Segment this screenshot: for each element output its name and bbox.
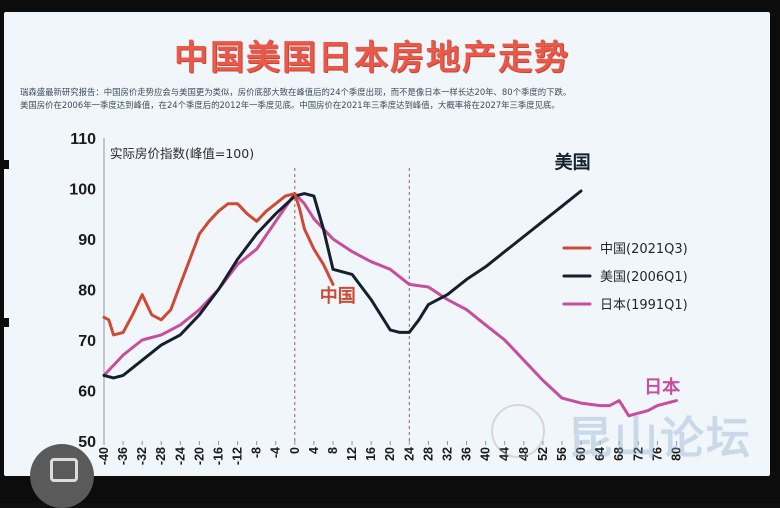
y-tick-label: 80 — [78, 283, 96, 300]
y-tick-label: 100 — [69, 182, 96, 199]
x-tick-label: 8 — [326, 447, 340, 454]
watermark: 昆山论坛 — [568, 413, 752, 464]
frame-notch — [112, 0, 121, 9]
x-tick-label: 64 — [593, 447, 607, 461]
x-tick-label: 4 — [307, 447, 321, 454]
x-tick-label: 24 — [402, 447, 416, 461]
y-tick-label: 110 — [70, 131, 96, 148]
x-tick-label: 72 — [631, 447, 645, 461]
x-tick-label: 80 — [669, 447, 683, 461]
y-tick-label: 70 — [78, 333, 96, 350]
series-end-label: 中国 — [320, 285, 356, 307]
x-tick-label: 12 — [345, 447, 359, 461]
legend-label: 美国(2006Q1) — [600, 270, 688, 285]
legend-label: 中国(2021Q3) — [600, 242, 688, 257]
frame-notch — [771, 318, 780, 327]
x-tick-label: 52 — [536, 447, 550, 461]
series-end-label: 日本 — [644, 376, 680, 398]
camera-icon — [50, 458, 78, 482]
y-tick-label: 90 — [78, 232, 96, 249]
x-tick-label: 36 — [460, 447, 474, 461]
x-tick-label: 60 — [574, 447, 588, 461]
series-line — [102, 189, 583, 380]
chart-labels: 中国 美国日本 — [320, 151, 680, 398]
x-tick-label: -16 — [211, 447, 225, 465]
frame-notch — [512, 0, 521, 9]
research-note-line-2: 美国房价在2006年一季度达到峰值，在24个季度后的2012年一季度见底。中国房… — [20, 100, 560, 110]
x-tick-label: -20 — [192, 447, 206, 465]
x-tick-label: 20 — [383, 447, 397, 461]
research-note: 瑞森盛最新研究报告：中国房价走势应会与美国更为类似，房价底部大致在峰值后的24个… — [20, 86, 720, 112]
research-note-line-1: 瑞森盛最新研究报告：中国房价走势应会与美国更为类似，房价底部大致在峰值后的24个… — [20, 87, 572, 97]
y-tick-label: 50 — [78, 434, 96, 451]
series-line — [102, 192, 335, 337]
page-title: 中国美国日本房地产走势 — [174, 38, 570, 78]
x-tick-label: -12 — [231, 447, 245, 465]
frame-notch — [742, 0, 751, 9]
frame-notch — [0, 160, 9, 169]
x-tick-label: -24 — [173, 447, 187, 465]
y-axis-label: 实际房价指数(峰值=100) — [110, 146, 254, 161]
chart-series — [102, 189, 678, 418]
frame-notch — [0, 318, 9, 327]
x-tick-label: -40 — [97, 447, 111, 465]
legend-label: 日本(1991Q1) — [600, 298, 688, 313]
x-tick-label: 56 — [555, 447, 569, 461]
x-tick-label: 16 — [364, 447, 378, 461]
x-tick-label: 32 — [440, 447, 454, 461]
x-tick-label: 76 — [650, 447, 664, 461]
user-avatar[interactable] — [30, 444, 94, 508]
watermark-logo-icon — [491, 404, 545, 458]
x-tick-label: 68 — [612, 447, 626, 461]
x-tick-label: -8 — [250, 447, 264, 458]
x-tick-label: 28 — [421, 447, 435, 461]
x-tick-label: 0 — [288, 447, 302, 454]
frame-notch — [771, 160, 780, 169]
y-tick-label: 60 — [78, 384, 96, 401]
chart-legend: 中国(2021Q3) 美国(2006Q1) 日本(1991Q1) — [562, 242, 688, 313]
frame-notch — [262, 0, 271, 9]
x-tick-label: -4 — [269, 447, 283, 458]
chart-card: 中国美国日本房地产走势 瑞森盛最新研究报告：中国房价走势应会与美国更为类似，房价… — [4, 12, 770, 476]
series-end-label: 美国 — [555, 151, 591, 173]
x-tick-label: -32 — [135, 447, 149, 465]
x-tick-label: -28 — [154, 447, 168, 465]
x-tick-label: -36 — [116, 447, 130, 465]
x-tick-label: 40 — [479, 447, 493, 461]
